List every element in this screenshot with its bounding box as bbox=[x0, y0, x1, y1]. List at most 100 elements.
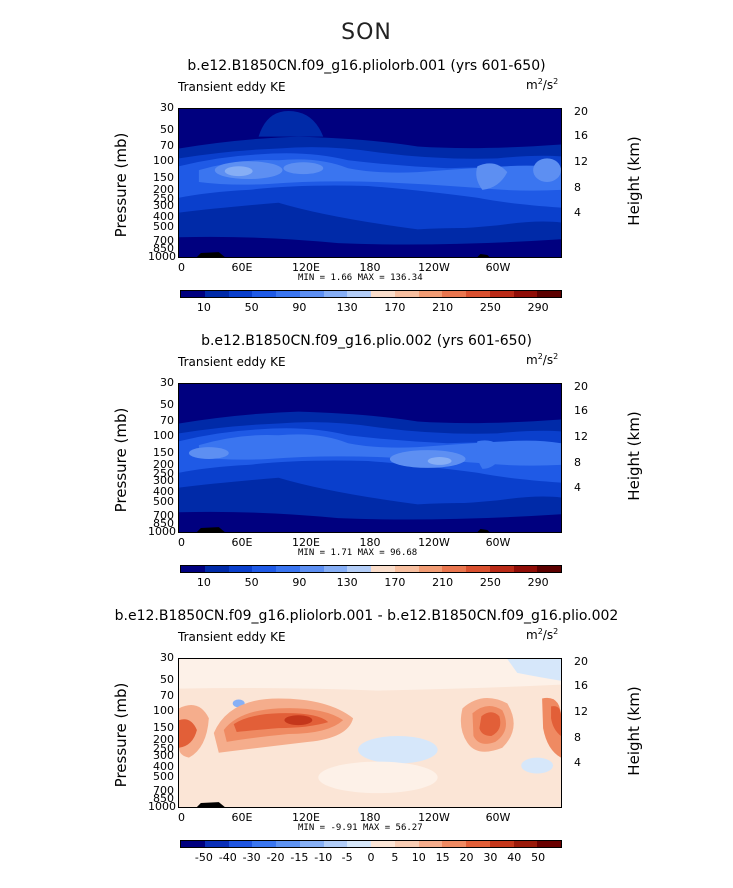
units-exponent: 2 bbox=[553, 77, 559, 86]
contour-fill bbox=[179, 659, 561, 807]
colorbar-label: 30 bbox=[483, 851, 498, 864]
colorbar-swatch bbox=[371, 566, 395, 572]
colorbar-swatch bbox=[489, 291, 514, 297]
colorbar-swatch bbox=[204, 291, 229, 297]
height-tick: 8 bbox=[574, 181, 581, 194]
longitude-tick: 120E bbox=[292, 261, 320, 274]
longitude-tick: 0 bbox=[178, 811, 185, 824]
units-exponent: 2 bbox=[553, 627, 559, 636]
colorbar-swatch bbox=[418, 566, 443, 572]
colorbar-label: 290 bbox=[527, 576, 549, 589]
colorbar-swatch bbox=[513, 566, 538, 572]
colorbar-swatch bbox=[537, 291, 561, 297]
colorbar-label: 130 bbox=[336, 576, 358, 589]
colorbar-swatch bbox=[371, 291, 395, 297]
pressure-tick: 250 bbox=[153, 742, 174, 755]
pressure-tick: 400 bbox=[153, 485, 174, 498]
pressure-tick: 1000 bbox=[148, 525, 176, 538]
height-tick: 8 bbox=[574, 731, 581, 744]
min-max-readout: MIN = -9.91 MAX = 56.27 bbox=[298, 823, 423, 833]
pressure-tick: 700 bbox=[153, 509, 174, 522]
height-tick: 8 bbox=[574, 456, 581, 469]
height-tick: 12 bbox=[574, 430, 588, 443]
panel-title: b.e12.B1850CN.f09_g16.pliolorb.001 - b.e… bbox=[114, 608, 619, 624]
colorbar-label: 170 bbox=[384, 576, 406, 589]
longitude-tick: 120E bbox=[292, 811, 320, 824]
longitude-tick: 180 bbox=[359, 811, 381, 824]
colorbar-label: 40 bbox=[507, 851, 522, 864]
colorbar-swatch bbox=[181, 566, 205, 572]
height-axis-label: Height (km) bbox=[625, 136, 643, 226]
height-tick: 4 bbox=[574, 756, 581, 769]
pressure-tick: 100 bbox=[153, 154, 174, 167]
units-base: m bbox=[526, 628, 538, 642]
colorbar-swatch bbox=[347, 841, 371, 847]
colorbar-label: -30 bbox=[242, 851, 261, 864]
colorbar-swatch bbox=[489, 566, 514, 572]
colorbar-label: 0 bbox=[367, 851, 375, 864]
colorbar-label: 130 bbox=[336, 301, 358, 314]
height-tick: 12 bbox=[574, 155, 588, 168]
longitude-tick: 0 bbox=[178, 261, 185, 274]
longitude-tick: 180 bbox=[359, 536, 381, 549]
height-tick: 16 bbox=[574, 129, 588, 142]
pressure-tick: 200 bbox=[153, 733, 174, 746]
units-middle: /s bbox=[542, 78, 554, 92]
pressure-tick: 850 bbox=[153, 242, 174, 255]
pressure-tick: 100 bbox=[153, 704, 174, 717]
field-label: Transient eddy KE bbox=[178, 630, 286, 644]
colorbar-swatch bbox=[252, 841, 276, 847]
units-base: m bbox=[526, 353, 538, 367]
colorbar-swatch bbox=[276, 291, 300, 297]
colorbar-label: -50 bbox=[194, 851, 213, 864]
colorbar-label: 250 bbox=[479, 576, 501, 589]
colorbar-label: 250 bbox=[479, 301, 501, 314]
colorbar-swatch bbox=[276, 566, 300, 572]
longitude-tick: 60W bbox=[485, 536, 511, 549]
colorbar-swatch bbox=[537, 566, 561, 572]
colorbar-label: 10 bbox=[196, 301, 211, 314]
pressure-axis-label: Pressure (mb) bbox=[112, 132, 130, 238]
height-tick: 20 bbox=[574, 105, 588, 118]
colorbar-swatch bbox=[442, 841, 466, 847]
colorbar-swatch bbox=[394, 291, 419, 297]
colorbar-swatch bbox=[228, 291, 253, 297]
colorbar-swatch bbox=[466, 566, 490, 572]
colorbar-swatch bbox=[228, 841, 253, 847]
min-max-readout: MIN = 1.71 MAX = 96.68 bbox=[298, 548, 418, 558]
colorbar-label: 50 bbox=[531, 851, 546, 864]
pressure-tick: 100 bbox=[153, 429, 174, 442]
colorbar bbox=[180, 565, 562, 573]
colorbar-label: -10 bbox=[314, 851, 333, 864]
colorbar-label: -15 bbox=[290, 851, 309, 864]
colorbar-label: 5 bbox=[391, 851, 399, 864]
units-label: m2/s2 bbox=[526, 77, 558, 92]
colorbar-label: 90 bbox=[292, 301, 307, 314]
colorbar-label: 290 bbox=[527, 301, 549, 314]
height-tick: 20 bbox=[574, 380, 588, 393]
colorbar-swatch bbox=[347, 291, 371, 297]
pressure-tick: 70 bbox=[160, 139, 174, 152]
longitude-tick: 60E bbox=[231, 536, 253, 549]
colorbar-swatch bbox=[299, 841, 324, 847]
pressure-axis-label: Pressure (mb) bbox=[112, 682, 130, 788]
colorbar-labels: 10 50 90 130 170 210 250 290 bbox=[180, 301, 562, 315]
pressure-tick: 300 bbox=[153, 749, 174, 762]
colorbar-swatch bbox=[323, 841, 348, 847]
height-axis-label: Height (km) bbox=[625, 411, 643, 501]
colorbar-swatch bbox=[418, 841, 443, 847]
pressure-tick: 300 bbox=[153, 199, 174, 212]
colorbar-swatch bbox=[323, 291, 348, 297]
height-axis-label: Height (km) bbox=[625, 686, 643, 776]
pressure-axis-label: Pressure (mb) bbox=[112, 407, 130, 513]
contour-fill bbox=[179, 384, 561, 532]
pressure-tick: 200 bbox=[153, 183, 174, 196]
colorbar-swatch bbox=[394, 841, 419, 847]
colorbar-label: -20 bbox=[266, 851, 285, 864]
longitude-tick: 0 bbox=[178, 536, 185, 549]
longitude-tick: 180 bbox=[359, 261, 381, 274]
season-title: SON bbox=[341, 20, 392, 45]
pressure-tick: 500 bbox=[153, 495, 174, 508]
units-exponent: 2 bbox=[537, 77, 543, 86]
colorbar-swatch bbox=[204, 566, 229, 572]
